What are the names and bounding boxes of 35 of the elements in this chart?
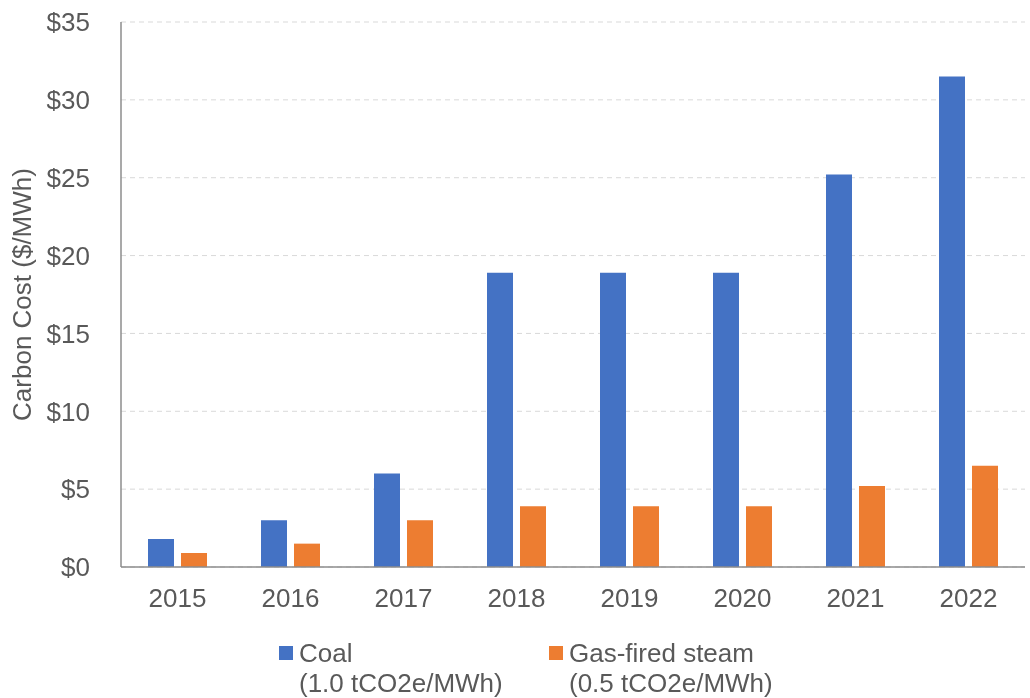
- bar: [600, 272, 626, 567]
- x-tick-label: 2018: [487, 583, 546, 614]
- y-tick-label: $35: [46, 7, 90, 38]
- y-tick-label: $15: [46, 318, 90, 349]
- x-tick-label: 2016: [261, 583, 320, 614]
- bar: [261, 520, 287, 567]
- y-tick-label: $20: [46, 240, 90, 271]
- bar: [407, 520, 433, 567]
- bar: [939, 76, 965, 567]
- bar: [374, 473, 400, 567]
- x-tick-label: 2022: [939, 583, 998, 614]
- x-tick-label: 2017: [374, 583, 433, 614]
- y-tick-label: $5: [61, 474, 90, 505]
- x-tick-label: 2020: [713, 583, 772, 614]
- bar: [294, 543, 320, 567]
- bar: [181, 552, 207, 567]
- bar: [520, 506, 546, 567]
- bar: [859, 486, 885, 567]
- y-tick-label: $30: [46, 85, 90, 116]
- bar: [148, 538, 174, 567]
- bar: [972, 465, 998, 567]
- x-tick-label: 2021: [826, 583, 885, 614]
- bar: [826, 174, 852, 567]
- y-tick-label: $0: [61, 552, 90, 583]
- bar: [633, 506, 659, 567]
- y-tick-label: $25: [46, 162, 90, 193]
- bar: [746, 506, 772, 567]
- legend-label: Gas-fired steam (0.5 tCO2e/MWh): [569, 638, 773, 698]
- bar: [487, 272, 513, 567]
- bar: [713, 272, 739, 567]
- y-tick-label: $10: [46, 396, 90, 427]
- legend-label: Coal (1.0 tCO2e/MWh): [299, 638, 503, 698]
- x-tick-label: 2015: [148, 583, 207, 614]
- y-axis-title: Carbon Cost ($/MWh): [7, 168, 37, 421]
- x-tick-label: 2019: [600, 583, 659, 614]
